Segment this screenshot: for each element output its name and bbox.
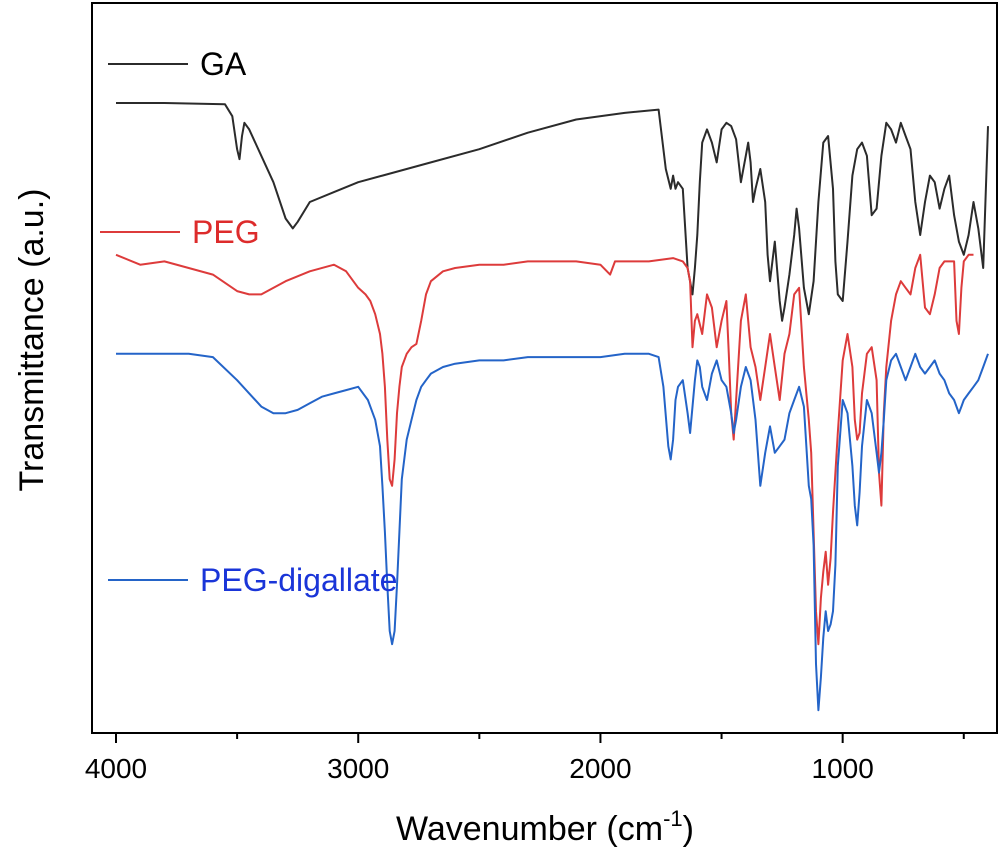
plot-frame — [91, 2, 998, 734]
y-axis-title: Transmittance (a.u.) — [13, 189, 51, 492]
legend-label-ga: GA — [200, 46, 247, 82]
legend: GA PEG PEG-digallate — [100, 46, 397, 598]
x-axis-title-main: Wavenumber (cm — [396, 810, 663, 848]
legend-label-peg: PEG — [192, 214, 260, 250]
series-line-peg-digallate — [116, 352, 989, 712]
x-axis-title: Wavenumber (cm-1) — [396, 806, 694, 848]
series-line-ga — [116, 102, 989, 322]
x-axis-title-close: ) — [683, 810, 694, 848]
x-tick-label-4000: 4000 — [85, 753, 147, 784]
x-axis-ticks: 4000 3000 2000 1000 — [85, 733, 965, 784]
x-axis-title-sup: -1 — [663, 806, 683, 831]
legend-label-peg-digallate: PEG-digallate — [200, 562, 397, 598]
x-tick-label-3000: 3000 — [327, 753, 389, 784]
series-line-peg — [115, 253, 974, 646]
x-tick-label-2000: 2000 — [569, 753, 631, 784]
x-tick-label-1000: 1000 — [812, 753, 874, 784]
series-lines — [115, 102, 989, 712]
